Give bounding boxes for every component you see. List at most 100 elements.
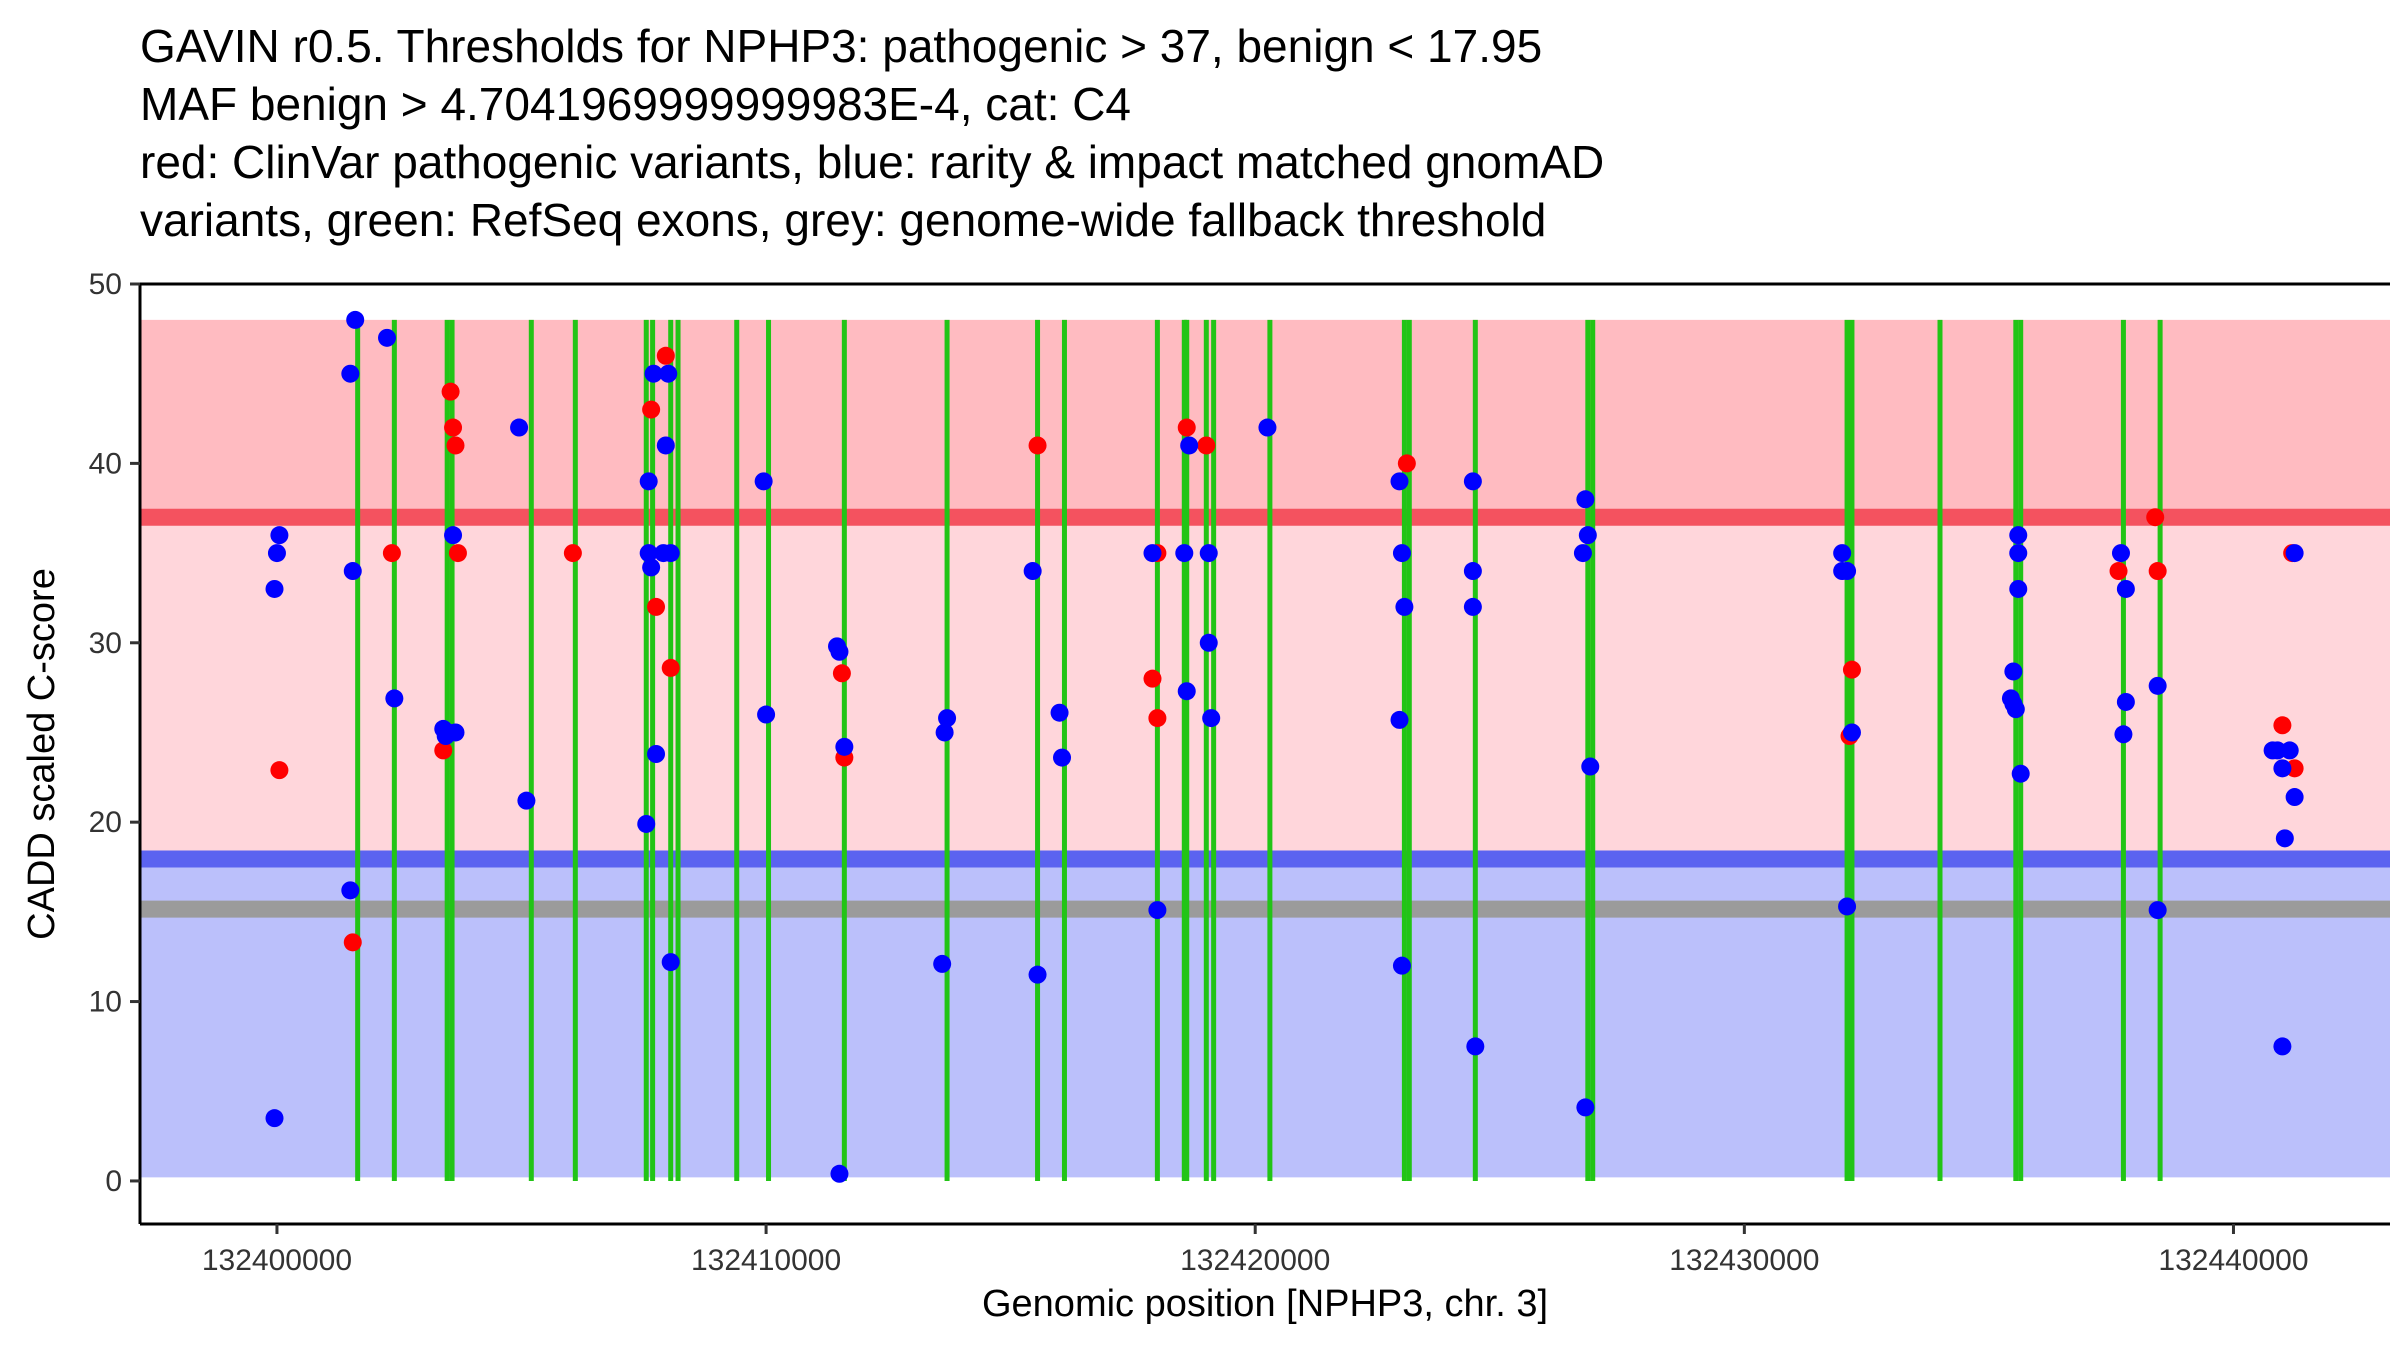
clinvar-point [1028, 436, 1047, 455]
title-line-2: MAF benign > 4.7041969999999983E-4, cat:… [140, 78, 1131, 130]
clinvar-point [1397, 454, 1416, 473]
x-ticks: 132400000 132410000 132420000 132430000 1324… [202, 1224, 2309, 1277]
gnomad-point [659, 364, 678, 383]
gnomad-point [1023, 562, 1042, 581]
clinvar-point [1148, 709, 1167, 728]
chart-title: GAVIN r0.5. Thresholds for NPHP3: pathog… [140, 20, 1604, 246]
gnomad-point [2273, 1037, 2292, 1056]
y-tick-label: 0 [105, 1165, 122, 1198]
pathogenic-region [140, 319, 2390, 518]
gnomad-point [637, 814, 656, 833]
gnomad-point [2111, 544, 2130, 563]
gnomad-point [510, 418, 529, 437]
gnomad-point [2009, 579, 2028, 598]
gnomad-point [1053, 748, 1072, 767]
gnomad-point [270, 526, 289, 545]
clinvar-point [656, 346, 675, 365]
gnomad-point [444, 526, 463, 545]
gnomad-point [1576, 490, 1595, 509]
gnomad-point [378, 328, 397, 347]
gnomad-point [642, 558, 661, 577]
gnomad-point [2285, 788, 2304, 807]
clinvar-point [446, 436, 465, 455]
gnomad-point [1392, 956, 1411, 975]
clinvar-point [1197, 436, 1216, 455]
gnomad-point [938, 709, 957, 728]
gnomad-point [2004, 662, 2023, 681]
gnomad-point [1202, 709, 1221, 728]
gnomad-point [830, 642, 849, 661]
gnomad-point [1148, 901, 1167, 920]
gnomad-point [1581, 757, 1600, 776]
gnomad-point [656, 436, 675, 455]
clinvar-point [1177, 418, 1196, 437]
gnomad-point [1175, 544, 1194, 563]
gnomad-point [830, 1164, 849, 1183]
x-tick-label: 132430000 [1669, 1244, 1819, 1277]
gnomad-point [2114, 725, 2133, 744]
title-line-4: variants, green: RefSeq exons, grey: gen… [140, 194, 1546, 246]
clinvar-point [2146, 508, 2165, 527]
gnomad-point [835, 737, 854, 756]
gnomad-point [1199, 544, 1218, 563]
gnomad-point [2116, 579, 2135, 598]
gnomad-point [2009, 526, 2028, 545]
gnomad-point [2285, 544, 2304, 563]
gnomad-point [341, 881, 360, 900]
gnomad-point [517, 791, 536, 810]
y-tick-label: 40 [89, 447, 122, 480]
title-line-1: GAVIN r0.5. Thresholds for NPHP3: pathog… [140, 20, 1542, 72]
gnomad-point [1143, 544, 1162, 563]
gnomad-point [2148, 901, 2167, 920]
clinvar-point [1842, 660, 1861, 679]
gnomad-point [661, 953, 680, 972]
y-tick-label: 30 [89, 627, 122, 660]
clinvar-point [343, 933, 362, 952]
gnomad-point [1392, 544, 1411, 563]
gnomad-point [757, 705, 776, 724]
clinvar-point [661, 658, 680, 677]
x-tick-label: 132400000 [202, 1244, 352, 1277]
gnomad-point [1578, 526, 1597, 545]
gnomad-point [1258, 418, 1277, 437]
x-tick-label: 132420000 [1180, 1244, 1330, 1277]
gnomad-point [343, 562, 362, 581]
gnomad-point [446, 723, 465, 742]
gnomad-point [644, 364, 663, 383]
gnomad-point [265, 579, 284, 598]
gnomad-point [267, 544, 286, 563]
gnomad-point [1028, 965, 1047, 984]
gnomad-point [385, 689, 404, 708]
gnomad-point [1463, 597, 1482, 616]
clinvar-point [434, 741, 453, 760]
gnomad-point [1838, 562, 1857, 581]
y-axis-title: CADD scaled C-score [21, 568, 63, 940]
axes [138, 282, 2390, 1226]
clinvar-point [647, 597, 666, 616]
gnomad-point [1390, 472, 1409, 491]
gnomad-point [1050, 703, 1069, 722]
gnomad-point [754, 472, 773, 491]
gnomad-point [2273, 759, 2292, 778]
gnomad-point [2011, 764, 2030, 783]
gnomad-point [1390, 710, 1409, 729]
clinvar-point [2273, 716, 2292, 735]
gnomad-point [2006, 700, 2025, 719]
clinvar-point [1143, 669, 1162, 688]
gnomad-point [639, 544, 658, 563]
gnomad-point [341, 364, 360, 383]
gnomad-point [1177, 682, 1196, 701]
clinvar-point [642, 400, 661, 419]
gnomad-point [661, 544, 680, 563]
x-tick-label: 132410000 [691, 1244, 841, 1277]
gnomad-point [1576, 1098, 1595, 1117]
gnomad-point [933, 954, 952, 973]
x-axis-title: Genomic position [NPHP3, chr. 3] [982, 1283, 1548, 1325]
gnomad-point [2009, 544, 2028, 563]
data-points [265, 310, 2304, 1183]
gnomad-point [935, 723, 954, 742]
y-ticks: 0 10 20 30 40 50 [89, 268, 140, 1198]
gnomad-point [2275, 829, 2294, 848]
y-tick-label: 50 [89, 268, 122, 301]
